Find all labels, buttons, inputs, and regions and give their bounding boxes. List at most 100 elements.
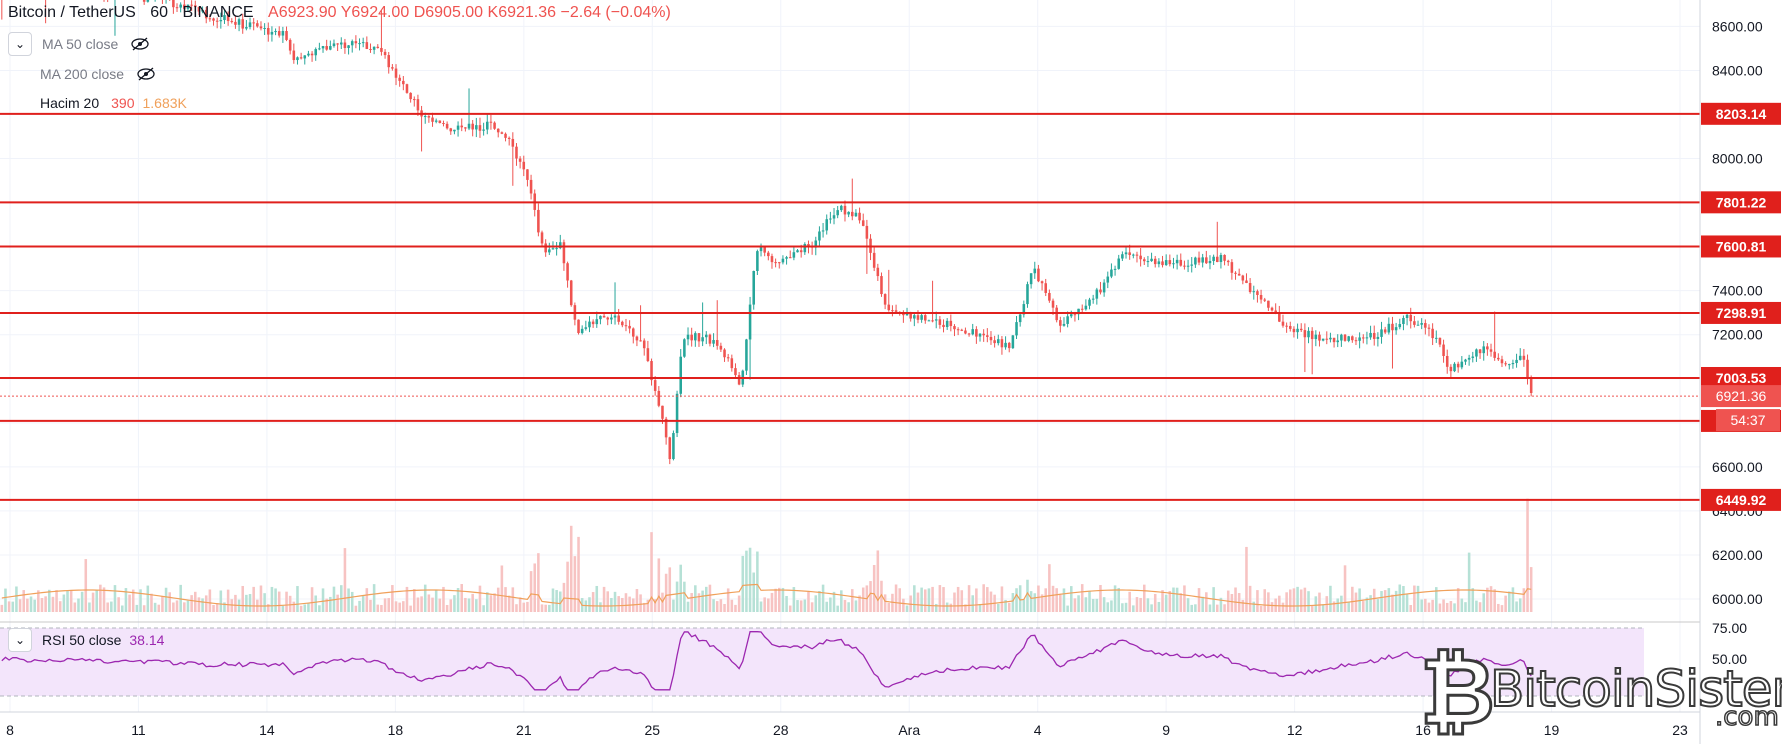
candle-body <box>434 120 438 122</box>
candle-body <box>1190 264 1194 266</box>
candle-body <box>1299 328 1303 331</box>
candle-body <box>1475 349 1478 357</box>
candle-body <box>1234 272 1237 274</box>
candle-body <box>1511 363 1515 365</box>
symbol-name[interactable]: Bitcoin / TetherUS <box>8 4 136 21</box>
candle-body <box>872 252 876 268</box>
volume-bar <box>95 589 99 612</box>
rsi-value: 38.14 <box>129 632 165 648</box>
volume-bar <box>610 597 613 612</box>
eye-hidden-icon[interactable] <box>136 67 156 81</box>
volume-bar <box>1121 603 1124 612</box>
candle-body <box>1365 337 1369 339</box>
volume-bar <box>1135 597 1139 612</box>
level-label: 8203.14 <box>1716 106 1767 122</box>
candle-body <box>1427 327 1431 329</box>
candle-body <box>263 27 266 29</box>
volume-bar <box>1259 605 1263 612</box>
volume-bar <box>752 572 756 612</box>
volume-bar <box>1438 603 1442 612</box>
candle-body <box>1369 332 1372 338</box>
rsi-line <box>1 631 1532 691</box>
candle-body <box>226 15 230 22</box>
volume-label[interactable]: Hacim 20 <box>40 95 100 111</box>
volume-bar <box>1343 565 1347 612</box>
volume-bar <box>190 595 193 612</box>
volume-bar <box>756 551 759 612</box>
candle-body <box>1278 312 1281 322</box>
candle-body <box>431 117 434 122</box>
volume-bar <box>478 585 482 612</box>
volume-bar <box>858 595 861 612</box>
candle-body <box>887 304 891 311</box>
volume-bar <box>1124 602 1128 612</box>
close-value: K6921.36 <box>487 4 557 21</box>
volume-bar <box>1066 605 1069 612</box>
volume-bar <box>350 591 354 612</box>
candle-body <box>1226 260 1230 263</box>
eye-hidden-icon[interactable] <box>130 37 150 51</box>
candle-body <box>347 45 350 49</box>
volume-bar <box>208 589 212 612</box>
candle-body <box>734 368 737 376</box>
candle-body <box>555 248 558 250</box>
volume-bar <box>1281 602 1285 612</box>
candle-body <box>398 77 401 81</box>
volume-bar <box>44 596 47 612</box>
volume-bar <box>515 604 518 612</box>
volume-bar <box>157 604 161 612</box>
ma50-label[interactable]: MA 50 close <box>42 36 119 52</box>
candle-body <box>953 326 956 330</box>
volume-bar <box>624 593 628 612</box>
volume-bar <box>537 553 540 612</box>
candle-body <box>1274 310 1277 313</box>
rsi-label[interactable]: RSI 50 close <box>42 632 122 648</box>
collapse-legend-button[interactable]: ⌄ <box>8 32 32 56</box>
candle-body <box>445 123 449 129</box>
candle-body <box>223 15 226 21</box>
volume-bar <box>883 594 887 612</box>
volume-bar <box>186 600 190 612</box>
volume-bar <box>135 604 139 612</box>
candle-body <box>799 250 803 253</box>
volume-bar <box>956 586 960 612</box>
candle-body <box>902 313 905 316</box>
candle-body <box>927 320 931 322</box>
candle-body <box>850 211 854 217</box>
candle-body <box>504 133 507 138</box>
volume-bar <box>88 602 91 612</box>
ma200-label[interactable]: MA 200 close <box>40 66 125 82</box>
volume-bar <box>978 604 982 612</box>
collapse-rsi-button[interactable]: ⌄ <box>8 628 32 652</box>
candle-body <box>190 4 193 6</box>
interval[interactable]: 60 <box>150 4 169 21</box>
volume-bar <box>1164 594 1168 612</box>
time-tick-label: 14 <box>259 722 275 738</box>
volume-bar <box>821 584 825 612</box>
candle-body <box>321 46 325 49</box>
candle-body <box>1416 324 1420 326</box>
volume-bar <box>741 555 745 612</box>
volume-bar <box>91 592 95 612</box>
volume-bar <box>1332 601 1336 612</box>
volume-bar <box>690 593 693 612</box>
candle-body <box>1179 259 1183 266</box>
candle-body <box>1351 336 1354 341</box>
volume-bar <box>1157 601 1161 612</box>
volume-bar <box>628 596 631 612</box>
volume-bar <box>814 595 818 612</box>
volume-bar <box>18 599 22 612</box>
volume-bar <box>923 589 927 612</box>
volume-bar <box>1270 602 1274 612</box>
candle-body <box>1358 337 1361 341</box>
price-tick-label: 6200.00 <box>1712 547 1763 563</box>
candle-body <box>277 31 281 36</box>
candle-body <box>960 329 964 331</box>
volume-bar <box>726 588 730 612</box>
candle-body <box>1051 300 1055 308</box>
candle-body <box>1522 355 1526 360</box>
candle-body <box>664 418 668 438</box>
volume-bar <box>1310 605 1314 612</box>
candle-body <box>471 123 474 130</box>
